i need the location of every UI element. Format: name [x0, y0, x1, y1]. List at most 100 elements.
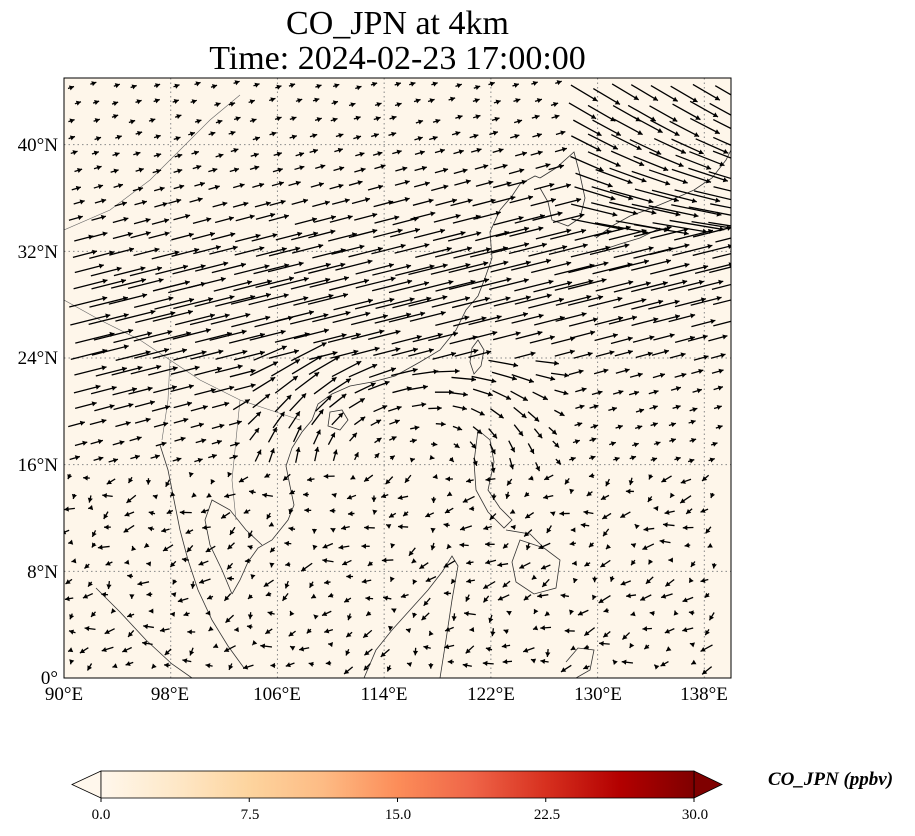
- wind-vector-head: [145, 217, 151, 223]
- wind-vector: [570, 84, 598, 102]
- wind-vector: [194, 295, 235, 307]
- wind-vector: [690, 296, 722, 306]
- wind-vector-head: [347, 615, 353, 621]
- wind-vector: [672, 244, 713, 257]
- wind-vector-head: [299, 165, 305, 171]
- wind-vector-head: [716, 295, 722, 302]
- wind-vector-head: [173, 99, 179, 104]
- wind-vector-head: [268, 521, 275, 527]
- wind-vector-head: [649, 335, 655, 341]
- wind-vector-head: [201, 438, 207, 444]
- wind-vector-head: [372, 509, 378, 515]
- wind-vector-head: [324, 200, 330, 206]
- wind-vector-head: [610, 195, 616, 201]
- wind-vector-head: [525, 513, 531, 519]
- wind-vector: [631, 317, 659, 327]
- wind-vector-head: [566, 261, 572, 267]
- wind-vector-head: [581, 311, 587, 318]
- wind-vector-head: [625, 488, 631, 494]
- wind-vector: [127, 278, 164, 289]
- wind-vector-head: [686, 508, 692, 514]
- wind-vector-head: [592, 424, 599, 430]
- wind-vector-head: [664, 628, 670, 634]
- wind-vector: [567, 278, 607, 290]
- wind-vector-head: [459, 542, 465, 548]
- wind-vector-head: [476, 231, 482, 237]
- colorbar-tick: 0.0: [91, 807, 111, 823]
- wind-vector: [694, 263, 731, 274]
- wind-vector-head: [197, 197, 203, 203]
- wind-vector-head: [205, 328, 211, 334]
- wind-vector-head: [696, 388, 702, 394]
- wind-vector-head: [557, 211, 563, 217]
- wind-vector: [688, 206, 731, 216]
- wind-vector: [690, 117, 721, 135]
- wind-vector: [308, 263, 346, 274]
- wind-vector-head: [637, 424, 643, 430]
- wind-vector-head: [205, 547, 211, 552]
- wind-vector-head: [100, 214, 106, 220]
- wind-vector-head: [528, 378, 534, 384]
- wind-vector-head: [600, 495, 607, 500]
- wind-vector-head: [397, 494, 403, 501]
- wind-vector: [327, 333, 361, 344]
- wind-vector-head: [596, 131, 602, 136]
- wind-vector-head: [105, 560, 111, 566]
- wind-vector-head: [171, 592, 177, 598]
- wind-vector-head: [84, 563, 90, 569]
- wind-vector-head: [406, 662, 413, 668]
- wind-vector-head: [544, 475, 550, 480]
- wind-vector-head: [388, 262, 394, 269]
- wind-vector-head: [158, 277, 164, 284]
- wind-vector-head: [143, 623, 149, 630]
- wind-vector-head: [652, 96, 658, 101]
- wind-vector: [571, 135, 602, 152]
- wind-vector-head: [714, 95, 720, 101]
- wind-vector-head: [303, 491, 308, 498]
- wind-vector-head: [276, 151, 282, 157]
- wind-vector: [671, 138, 704, 155]
- wind-vector-head: [279, 411, 285, 417]
- wind-vector-head: [419, 150, 425, 156]
- wind-vector-head: [682, 525, 688, 531]
- wind-vector-head: [183, 417, 189, 423]
- wind-vector-head: [276, 116, 282, 122]
- wind-vector: [152, 348, 188, 359]
- wind-vector: [711, 283, 731, 290]
- wind-vector-head: [390, 367, 396, 373]
- wind-vector-head: [396, 405, 402, 411]
- wind-vector-head: [627, 336, 633, 342]
- wind-vector: [248, 293, 289, 306]
- wind-vector-head: [120, 278, 126, 284]
- wind-vector: [472, 297, 511, 308]
- wind-vectors: [64, 80, 731, 675]
- wind-vector: [528, 245, 568, 257]
- wind-vector-head: [572, 577, 578, 583]
- wind-vector: [653, 315, 681, 324]
- wind-vector-head: [253, 152, 259, 158]
- wind-vector-head: [663, 349, 669, 355]
- wind-vector: [609, 201, 657, 214]
- wind-vector-head: [317, 355, 323, 361]
- wind-vector-head: [603, 261, 609, 267]
- wind-vector: [90, 267, 122, 277]
- wind-vector-head: [249, 99, 255, 105]
- wind-vector-head: [590, 455, 596, 461]
- wind-vector: [594, 226, 631, 237]
- wind-vector: [689, 151, 725, 167]
- wind-vector-head: [485, 646, 491, 652]
- wind-vector-head: [583, 664, 589, 670]
- wind-vector: [713, 136, 731, 146]
- wind-vector-head: [256, 449, 262, 455]
- wind-vector-head: [373, 132, 379, 138]
- wind-vector-head: [389, 297, 395, 303]
- wind-vector: [395, 265, 435, 277]
- wind-vector-head: [252, 640, 258, 646]
- wind-vector: [669, 120, 700, 138]
- wind-vector-head: [95, 136, 102, 142]
- wind-vector-head: [69, 118, 75, 124]
- wind-vector-head: [318, 243, 324, 249]
- wind-vector-head: [428, 198, 434, 204]
- wind-vector-head: [266, 279, 272, 285]
- wind-vector-head: [391, 115, 397, 121]
